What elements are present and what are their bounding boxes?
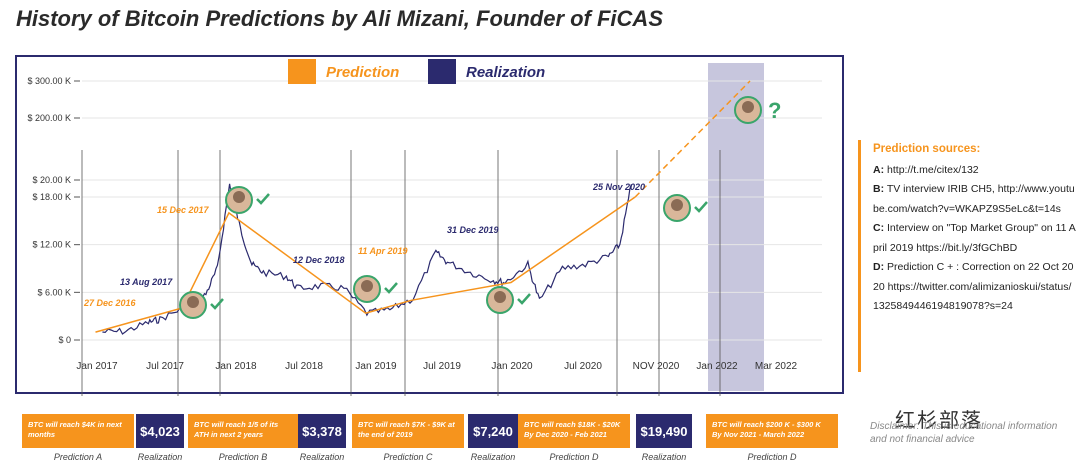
y-tick-label: $ 18.00 K bbox=[32, 192, 71, 202]
legend-swatch-prediction bbox=[288, 59, 316, 84]
source-b: B: TV interview IRIB CH5, http://www.you… bbox=[873, 183, 1075, 215]
x-tick-label: Jan 2017 bbox=[76, 361, 118, 372]
realization-box: $4,023 bbox=[136, 414, 184, 448]
avatar-face bbox=[187, 296, 199, 308]
x-tick-label: Jul 2017 bbox=[146, 361, 184, 372]
x-tick-label: Jul 2019 bbox=[423, 361, 461, 372]
x-tick-label: Jan 2022 bbox=[696, 361, 738, 372]
source-d: D: Prediction C + : Correction on 22 Oct… bbox=[873, 261, 1074, 312]
legend-label-prediction: Prediction bbox=[326, 64, 399, 81]
legend-label-realization: Realization bbox=[466, 64, 545, 81]
date-annotation: 12 Dec 2018 bbox=[293, 255, 345, 265]
x-tick-label: Jan 2019 bbox=[355, 361, 397, 372]
y-tick-label: $ 300.00 K bbox=[27, 76, 71, 86]
avatar-face bbox=[233, 191, 245, 203]
box-caption: Realization bbox=[470, 452, 516, 462]
source-c: C: Interview on "Top Market Group" on 11… bbox=[873, 222, 1076, 254]
date-annotation: 15 Dec 2017 bbox=[157, 205, 210, 215]
question-mark: ? bbox=[768, 98, 781, 123]
check-icon bbox=[517, 293, 531, 305]
box-caption: Prediction B bbox=[218, 452, 268, 462]
realization-box: $19,490 bbox=[636, 414, 692, 448]
y-tick-label: $ 0 bbox=[58, 335, 71, 345]
source-a: A: http://t.me/citex/132 bbox=[873, 163, 979, 176]
sources-heading: Prediction sources: bbox=[873, 143, 981, 155]
box-caption: Realization bbox=[137, 452, 183, 462]
prediction-box: BTC will reach $18K - $20K By Dec 2020 -… bbox=[518, 414, 630, 448]
legend-swatch-realization bbox=[428, 59, 456, 84]
avatar-face bbox=[494, 291, 506, 303]
check-icon bbox=[256, 193, 270, 205]
avatar-face bbox=[742, 101, 754, 113]
date-annotation: 25 Nov 2020 bbox=[592, 182, 645, 192]
avatar-face bbox=[361, 280, 373, 292]
x-tick-label: Jul 2020 bbox=[564, 361, 602, 372]
box-caption: Prediction D bbox=[747, 452, 797, 462]
chart-frame bbox=[15, 55, 844, 394]
box-caption: Realization bbox=[641, 452, 687, 462]
y-tick-label: $ 200.00 K bbox=[27, 113, 71, 123]
date-annotation: 13 Aug 2017 bbox=[120, 277, 173, 287]
prediction-box: BTC will reach 1/5 of its ATH in next 2 … bbox=[188, 414, 298, 448]
avatar-face bbox=[671, 199, 683, 211]
watermark: 红杉部落 bbox=[895, 410, 983, 432]
check-icon bbox=[694, 201, 708, 213]
disclaimer: Disclaimer: This is educational informat… bbox=[870, 421, 1058, 445]
realization-box: $7,240 bbox=[468, 414, 518, 448]
box-caption: Prediction A bbox=[53, 452, 103, 462]
date-annotation: 27 Dec 2016 bbox=[83, 298, 137, 308]
prediction-box: BTC will reach $200 K - $300 K By Nov 20… bbox=[706, 414, 838, 448]
date-annotation: 31 Dec 2019 bbox=[447, 225, 499, 235]
box-caption: Prediction D bbox=[549, 452, 599, 462]
realization-box: $3,378 bbox=[298, 414, 346, 448]
prediction-forecast-line bbox=[634, 80, 751, 198]
box-caption: Prediction C bbox=[383, 452, 433, 462]
prediction-box: BTC will reach $7K - $9K at the end of 2… bbox=[352, 414, 464, 448]
date-annotation: 11 Apr 2019 bbox=[358, 246, 408, 256]
box-caption: Realization bbox=[299, 452, 345, 462]
x-tick-label: Jul 2018 bbox=[285, 361, 323, 372]
prediction-box: BTC will reach $4K in next months bbox=[22, 414, 134, 448]
x-tick-label: Jan 2018 bbox=[215, 361, 257, 372]
x-tick-label: NOV 2020 bbox=[633, 361, 680, 372]
x-tick-label: Mar 2022 bbox=[755, 361, 798, 372]
page-title: History of Bitcoin Predictions by Ali Mi… bbox=[16, 6, 663, 31]
check-icon bbox=[210, 298, 224, 310]
y-tick-label: $ 12.00 K bbox=[32, 240, 71, 250]
x-tick-label: Jan 2020 bbox=[491, 361, 533, 372]
y-tick-label: $ 6.00 K bbox=[37, 287, 71, 297]
y-tick-label: $ 20.00 K bbox=[32, 175, 71, 185]
check-icon bbox=[384, 282, 398, 294]
prediction-sources: Prediction sources: A: http://t.me/citex… bbox=[858, 140, 1076, 372]
